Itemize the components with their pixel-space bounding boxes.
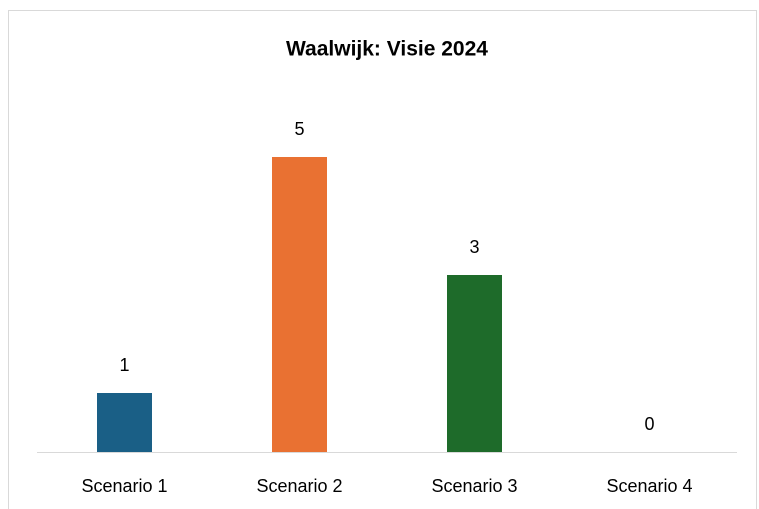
- data-label: 1: [119, 355, 129, 375]
- data-label: 0: [644, 414, 654, 434]
- x-tick-label: Scenario 2: [256, 476, 342, 496]
- x-tick-label: Scenario 4: [606, 476, 692, 496]
- chart-title: Waalwijk: Visie 2024: [286, 38, 488, 61]
- x-tick-label: Scenario 3: [431, 476, 517, 496]
- data-label: 5: [294, 119, 304, 139]
- data-label: 3: [469, 237, 479, 257]
- bar: [97, 393, 152, 452]
- x-tick-label: Scenario 1: [81, 476, 167, 496]
- bar: [272, 157, 327, 452]
- bar: [447, 275, 502, 452]
